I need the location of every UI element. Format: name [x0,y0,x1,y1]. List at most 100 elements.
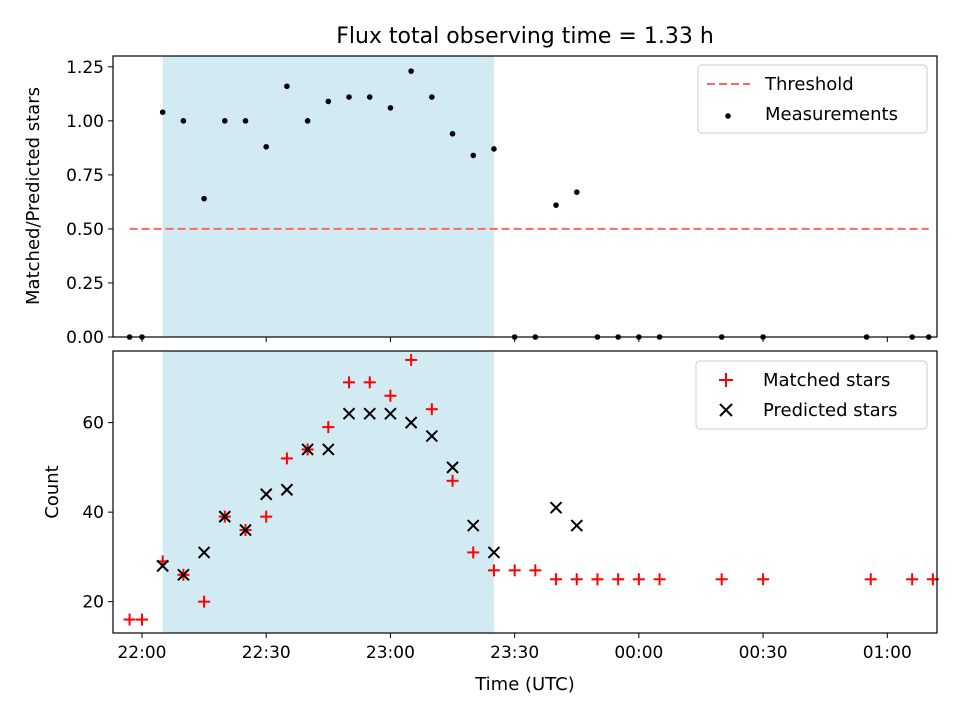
predicted-star-point [156,559,169,573]
predicted-star-point [363,407,376,420]
observing-window-shade [162,56,494,337]
matched-star-point [550,573,563,586]
matched-star-point [906,573,919,586]
matched-star-point [343,376,356,389]
measurement-point [553,202,559,208]
matched-star-point [123,613,136,626]
x-tick-label: 22:00 [117,643,166,663]
predicted-star-point [177,568,190,582]
matched-star-point [508,564,521,577]
y-tick-label: 20 [82,593,104,613]
measurement-point [408,68,414,74]
predicted-star-point [322,443,335,456]
measurements-legend-swatch [725,113,731,119]
matched-star-point [715,573,728,586]
x-tick-label: 23:00 [366,643,415,663]
measurement-point [346,94,352,100]
y-tick-label: 60 [82,414,104,434]
matched-star-point [529,564,542,577]
predicted-star-point [404,416,418,429]
top-legend-box [697,64,928,134]
matched-star-point [280,452,293,465]
predicted-star-point [467,519,480,532]
measurement-point [449,131,456,137]
measurement-point [429,94,435,100]
bottom-shaded-region [162,351,494,633]
x-axis-label: Time (UTC) [474,674,575,695]
observing-window-shade [162,351,494,633]
predicted-legend-swatch [719,403,733,417]
y-tick-label: 40 [82,503,104,523]
predicted-star-point [259,488,273,501]
matched-star-point [757,573,770,586]
predicted-star-point [239,523,252,537]
y-tick-label: 0.75 [66,166,104,186]
matched-star-point [425,403,438,416]
matched-star-point [260,510,273,523]
y-tick-label: 0.50 [66,220,104,240]
predicted-legend-label: Predicted stars [763,400,897,421]
predicted-star-point [425,429,439,443]
bottom-legend: Matched stars Predicted stars [695,360,928,430]
y-tick-label: 0.25 [66,274,104,294]
matched-star-point [446,474,459,487]
x-tick-label: 01:00 [863,643,912,663]
top-legend: Threshold Measurements [697,64,928,134]
matched-star-point [612,573,625,586]
x-tick-label: 00:30 [739,643,788,663]
predicted-star-point [301,443,314,456]
top-shaded-region [162,56,494,337]
chart-title: Flux total observing time = 1.33 h [336,24,714,49]
matched-star-point [632,573,645,586]
measurement-point [221,118,228,124]
measurement-point [284,83,290,90]
bottom-x-ticks: 22:00 22:30 23:00 23:30 00:00 00:30 01:00 [117,633,912,663]
bottom-axes-frame [112,350,938,634]
bottom-legend-box [695,360,928,430]
top-x-ticks [141,337,888,342]
matched-star-point [570,573,583,586]
measurement-point [573,189,580,195]
measurement-point [366,94,373,100]
matched-star-point [384,389,397,402]
matched-star-point [653,573,666,586]
matched-star-point [322,421,335,434]
bottom-y-axis-label: Count [42,465,63,518]
matched-star-point [198,595,211,608]
matched-star-point [864,573,877,586]
top-panel: 0.00 0.25 0.50 0.75 1.00 1.25 Matched/Predict… [23,55,938,348]
top-y-axis-label: Matched/Predicted stars [23,87,44,305]
predicted-star-point [487,546,501,559]
measurement-point [263,143,270,150]
measurement-point [180,118,187,124]
predicted-star-point [446,461,459,474]
measurement-point [159,109,166,115]
predicted-star-point [342,407,356,420]
predicted-star-point [197,546,211,559]
matched-star-point [135,613,148,626]
measurement-point [304,118,311,124]
predicted-star-point [280,483,294,496]
measurements-legend-label: Measurements [765,104,898,125]
predicted-star-point [570,519,583,532]
matched-star-point [487,564,500,577]
matched-star-point [591,573,604,586]
measurement-point [201,195,207,202]
predicted-star-point [549,501,563,514]
measurement-point [387,105,394,111]
y-tick-label: 1.25 [66,58,104,78]
predicted-star-point [384,407,397,420]
y-tick-label: 1.00 [66,112,104,132]
top-axes-frame [112,55,938,338]
threshold-legend-label: Threshold [764,74,854,95]
matched-star-point [363,376,376,389]
bottom-y-ticks: 20 40 60 [82,414,113,613]
matched-star-point [405,353,418,366]
matched-legend-swatch [719,373,733,387]
count-points [123,353,939,626]
y-tick-label: 0.00 [66,328,104,348]
matched-star-point [467,546,480,559]
measurement-point [325,98,332,105]
measurement-point [242,118,249,124]
